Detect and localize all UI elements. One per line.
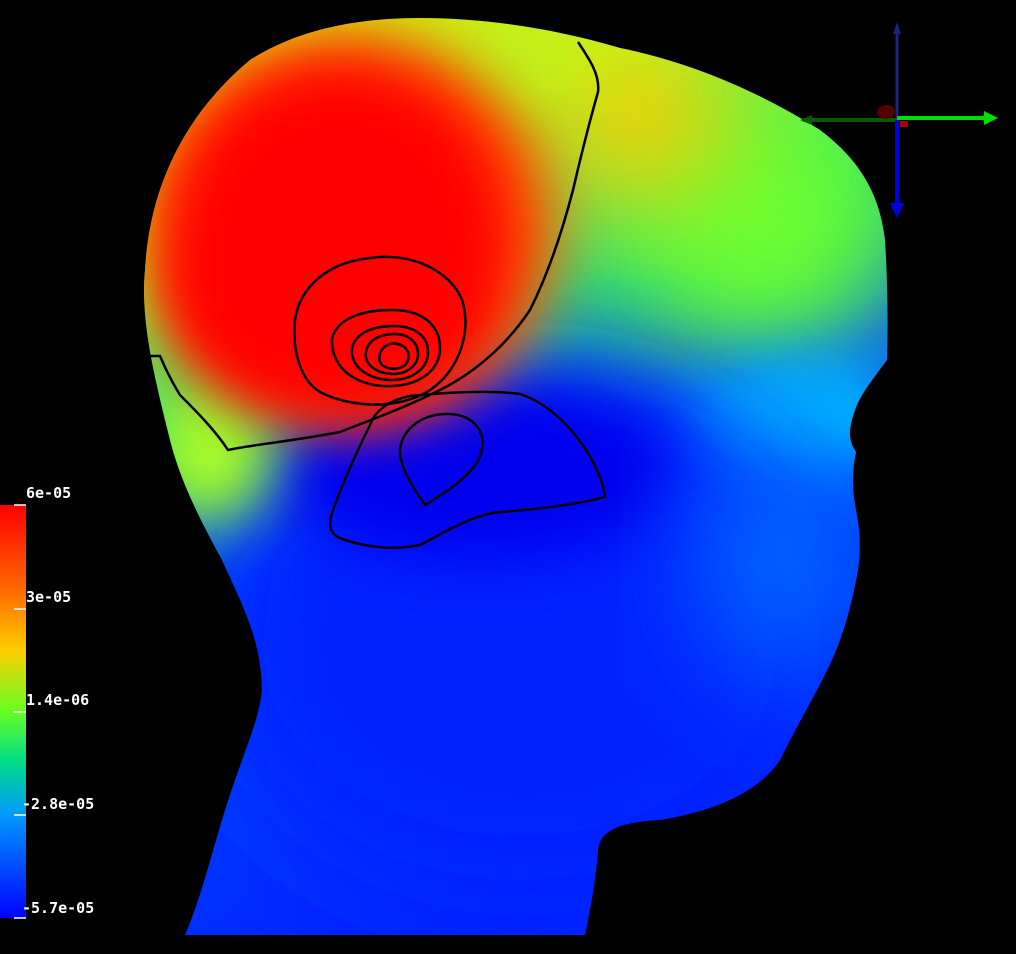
contour-red-2 [330,308,442,388]
colorbar-tick-label: 3e-05 [26,588,72,606]
contour-red-4 [364,332,420,376]
contour-blue-2 [398,412,484,507]
head-surface [144,18,888,935]
colorbar-tick-label: 6e-05 [26,484,72,502]
contour-lines [145,41,607,549]
contour-red-1 [293,255,467,406]
orientation-axes[interactable] [800,22,998,218]
colorbar-tick-label: 1.4e-06 [26,691,90,709]
axis-x-arrow [877,105,895,119]
colorbar-tick-label: -2.8e-05 [22,795,95,813]
contour-red-3 [350,324,430,382]
colorbar-tick-label: -5.7e-05 [22,899,95,917]
contour-blue-1 [328,390,607,549]
contour-red-5 [378,342,410,370]
contour-boundary-front [145,41,600,452]
colorbar [0,504,26,919]
